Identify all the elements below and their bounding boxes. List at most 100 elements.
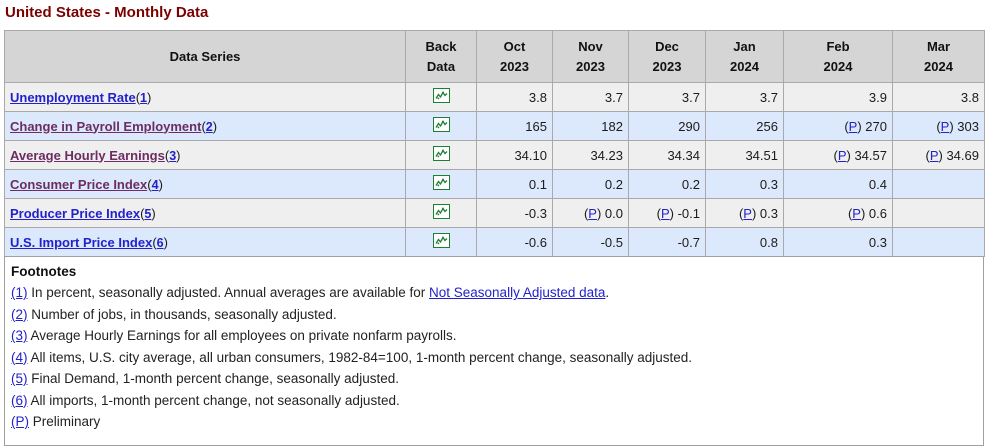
footnote-ref-paren: ) xyxy=(163,234,168,250)
back-data-cell xyxy=(405,82,477,112)
footnote-line: (1) In percent, seasonally adjusted. Ann… xyxy=(11,285,610,300)
table-body: Unemployment Rate(1) 3.8 3.7 3.7 3.7 3.9 3.8 Ch… xyxy=(4,82,985,257)
preliminary-link[interactable]: P xyxy=(940,118,950,134)
prelim-paren: ) xyxy=(938,147,947,163)
preliminary-link[interactable]: P xyxy=(852,205,861,221)
series-cell: Consumer Price Index(4) xyxy=(4,169,406,199)
value-cell: 3.8 xyxy=(476,82,553,112)
value-cell: 0.4 xyxy=(783,169,893,199)
value-cell: 3.7 xyxy=(705,82,784,112)
column-header-data-series: Data Series xyxy=(4,30,406,83)
back-data-chart-icon[interactable] xyxy=(432,88,450,103)
back-data-chart-icon[interactable] xyxy=(432,233,450,248)
footnote-line: (2) Number of jobs, in thousands, season… xyxy=(11,306,337,322)
footnote-ref-paren: ) xyxy=(212,118,218,134)
preliminary-link[interactable]: P xyxy=(660,205,670,221)
prelim-paren: ) xyxy=(860,205,869,221)
footnote-lines: (1) In percent, seasonally adjusted. Ann… xyxy=(11,282,975,433)
column-header-month: Oct 2023 xyxy=(476,30,553,83)
preliminary-link[interactable]: P xyxy=(837,147,847,163)
value-cell: -0.5 xyxy=(552,227,629,257)
value-cell: -0.6 xyxy=(476,227,553,257)
back-data-cell xyxy=(405,198,477,228)
series-link[interactable]: Change in Payroll Employment xyxy=(10,118,202,134)
footnote-marker-link[interactable]: (P) xyxy=(11,414,29,429)
series-cell: Change in Payroll Employment(2) xyxy=(4,111,406,141)
value-cell: 256 xyxy=(705,111,784,141)
back-data-chart-icon[interactable] xyxy=(432,175,450,190)
footnote-marker-link[interactable]: (6) xyxy=(11,392,28,408)
value-cell xyxy=(892,198,985,228)
column-header-month: Nov 2023 xyxy=(552,30,629,83)
footnote-ref-link[interactable]: 6 xyxy=(156,235,164,250)
not-seasonally-adjusted-link[interactable]: Not Seasonally Adjusted data xyxy=(429,285,606,300)
back-data-chart-icon[interactable] xyxy=(432,117,450,132)
value-cell: 3.7 xyxy=(628,82,706,112)
footnote-marker-link[interactable]: (5) xyxy=(11,371,28,386)
value-cell: 0.3 xyxy=(783,227,893,257)
preliminary-link[interactable]: P xyxy=(588,205,597,221)
footnote-ref-paren: ) xyxy=(147,89,152,105)
back-data-chart-icon[interactable] xyxy=(432,204,450,219)
table-row: Consumer Price Index(4) 0.1 0.2 0.2 0.3 0.4 xyxy=(4,169,985,199)
series-cell: Average Hourly Earnings(3) xyxy=(4,140,406,170)
footnote-ref-link[interactable]: 1 xyxy=(140,90,147,105)
column-header-month: Feb 2024 xyxy=(783,30,893,83)
footnote-marker-link[interactable]: (1) xyxy=(11,285,28,300)
back-data-cell xyxy=(405,169,477,199)
series-link[interactable]: U.S. Import Price Index xyxy=(10,234,153,250)
prelim-paren: ) xyxy=(857,118,866,134)
value-cell xyxy=(892,169,985,199)
series-link[interactable]: Producer Price Index xyxy=(10,205,141,221)
footnote-ref-link[interactable]: 4 xyxy=(151,177,159,192)
preliminary-link[interactable]: P xyxy=(743,205,752,221)
value-cell: 3.8 xyxy=(892,82,985,112)
footnote-ref-link[interactable]: 2 xyxy=(205,119,213,134)
table-row: U.S. Import Price Index(6) -0.6 -0.5 -0.7 0.… xyxy=(4,227,985,257)
footnote-ref-link[interactable]: 3 xyxy=(169,148,177,163)
back-data-cell xyxy=(405,227,477,257)
monthly-data-table: Data Series Back Data Oct 2023 Nov 2023 … xyxy=(4,30,985,257)
footnote-marker-link[interactable]: (2) xyxy=(11,306,28,322)
preliminary-link[interactable]: P xyxy=(929,147,939,163)
footnote-marker-link[interactable]: (4) xyxy=(11,349,28,365)
footnote-marker-link[interactable]: (3) xyxy=(11,328,28,343)
value-cell: 0.8 xyxy=(705,227,784,257)
prelim-paren: ) xyxy=(846,147,855,163)
series-link[interactable]: Average Hourly Earnings xyxy=(10,147,165,163)
back-data-chart-icon[interactable] xyxy=(432,146,450,161)
table-header: Data Series Back Data Oct 2023 Nov 2023 … xyxy=(4,30,985,83)
prelim-paren: ) xyxy=(596,205,605,221)
value-cell: 34.34 xyxy=(628,140,706,170)
value-cell: -0.3 xyxy=(476,198,553,228)
value-cell: (P) 270 xyxy=(783,111,893,141)
prelim-paren: ( xyxy=(583,205,589,221)
value-cell: (P) 0.6 xyxy=(783,198,893,228)
footnote-line: (P) Preliminary xyxy=(11,414,101,429)
prelim-paren: ( xyxy=(844,118,849,134)
column-header-back-data: Back Data xyxy=(405,30,477,83)
footnote-line: (3) Average Hourly Earnings for all empl… xyxy=(11,328,457,343)
prelim-paren: ( xyxy=(925,147,930,163)
value-cell xyxy=(892,227,985,257)
footnote-line: (5) Final Demand, 1-month percent change… xyxy=(11,371,399,386)
series-link[interactable]: Unemployment Rate xyxy=(10,89,136,105)
prelim-paren: ( xyxy=(833,147,838,163)
value-cell: -0.7 xyxy=(628,227,706,257)
preliminary-link[interactable]: P xyxy=(848,118,858,134)
footnote-ref-paren: ( xyxy=(152,234,157,250)
table-row: Average Hourly Earnings(3) 34.10 34.23 34.3… xyxy=(4,140,985,170)
value-cell: 182 xyxy=(552,111,629,141)
footnote-ref-link[interactable]: 5 xyxy=(144,206,152,221)
value-cell: 34.51 xyxy=(705,140,784,170)
footnote-ref-paren: ) xyxy=(151,205,156,221)
footnote-ref-paren: ( xyxy=(135,89,141,105)
back-data-cell xyxy=(405,111,477,141)
page-title: United States - Monthly Data xyxy=(5,4,209,21)
footnote-ref-paren: ) xyxy=(158,176,163,192)
footnote-ref-paren: ( xyxy=(140,205,145,221)
column-header-month: Mar 2024 xyxy=(892,30,985,83)
footnote-ref-paren: ( xyxy=(201,118,206,134)
series-link[interactable]: Consumer Price Index xyxy=(10,176,148,192)
